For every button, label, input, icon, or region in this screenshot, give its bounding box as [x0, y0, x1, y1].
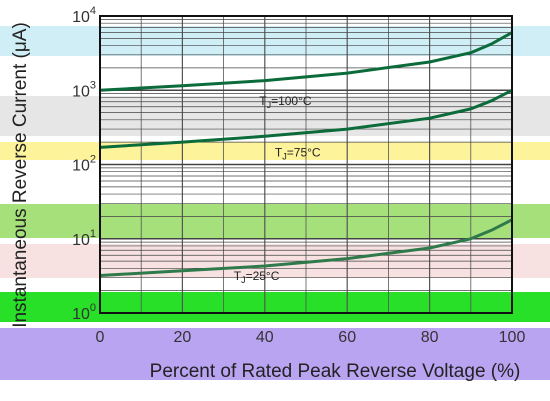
x-tick-label: 40 [256, 329, 274, 346]
series-line [99, 31, 513, 92]
y-tick-label: 103 [72, 79, 96, 100]
annotation-text: =100°C [271, 94, 312, 108]
y-tick-exponent: 4 [90, 5, 96, 17]
plot-frame [99, 15, 513, 314]
annotation-subscript: J [282, 152, 287, 162]
annotation-text: =75°C [287, 146, 321, 160]
y-tick-exponent: 1 [90, 228, 96, 240]
annotation-text: =25°C [246, 269, 280, 283]
band-lightblue [0, 26, 550, 56]
y-axis-label: Instantaneous Reverse Current (μA) [10, 22, 31, 328]
y-tick-label: 101 [72, 228, 96, 249]
series-line [99, 218, 513, 277]
y-tick-exponent: 0 [90, 302, 96, 314]
y-tick-label: 102 [72, 154, 96, 175]
y-tick-exponent: 3 [90, 79, 96, 91]
band-yellow [0, 142, 550, 160]
grid [100, 16, 512, 313]
annotation-subscript: J [241, 275, 246, 285]
x-axis-ticks: 0 20 40 60 80 100 [96, 329, 526, 346]
x-axis-label: Percent of Rated Peak Reverse Voltage (%… [150, 361, 521, 382]
x-tick-label: 60 [338, 329, 356, 346]
curves [99, 31, 513, 277]
x-tick-label: 100 [499, 329, 526, 346]
x-tick-label: 80 [421, 329, 439, 346]
x-tick-label: 0 [96, 329, 105, 346]
band-green [0, 204, 550, 238]
band-bright-green [0, 292, 550, 322]
y-tick-label: 104 [72, 5, 96, 26]
annotation-subscript: J [267, 100, 272, 110]
curve-annotations: TJ=100°C TJ=75°C TJ=25°C [234, 94, 321, 285]
series-annotation: TJ=25°C [234, 269, 280, 285]
x-tick-label: 20 [174, 329, 192, 346]
series-annotation: TJ=100°C [259, 94, 312, 110]
y-tick-label: 100 [72, 302, 96, 323]
series-line [99, 88, 513, 149]
y-tick-exponent: 2 [90, 154, 96, 166]
series-annotation: TJ=75°C [275, 146, 321, 162]
band-purple [0, 328, 550, 380]
